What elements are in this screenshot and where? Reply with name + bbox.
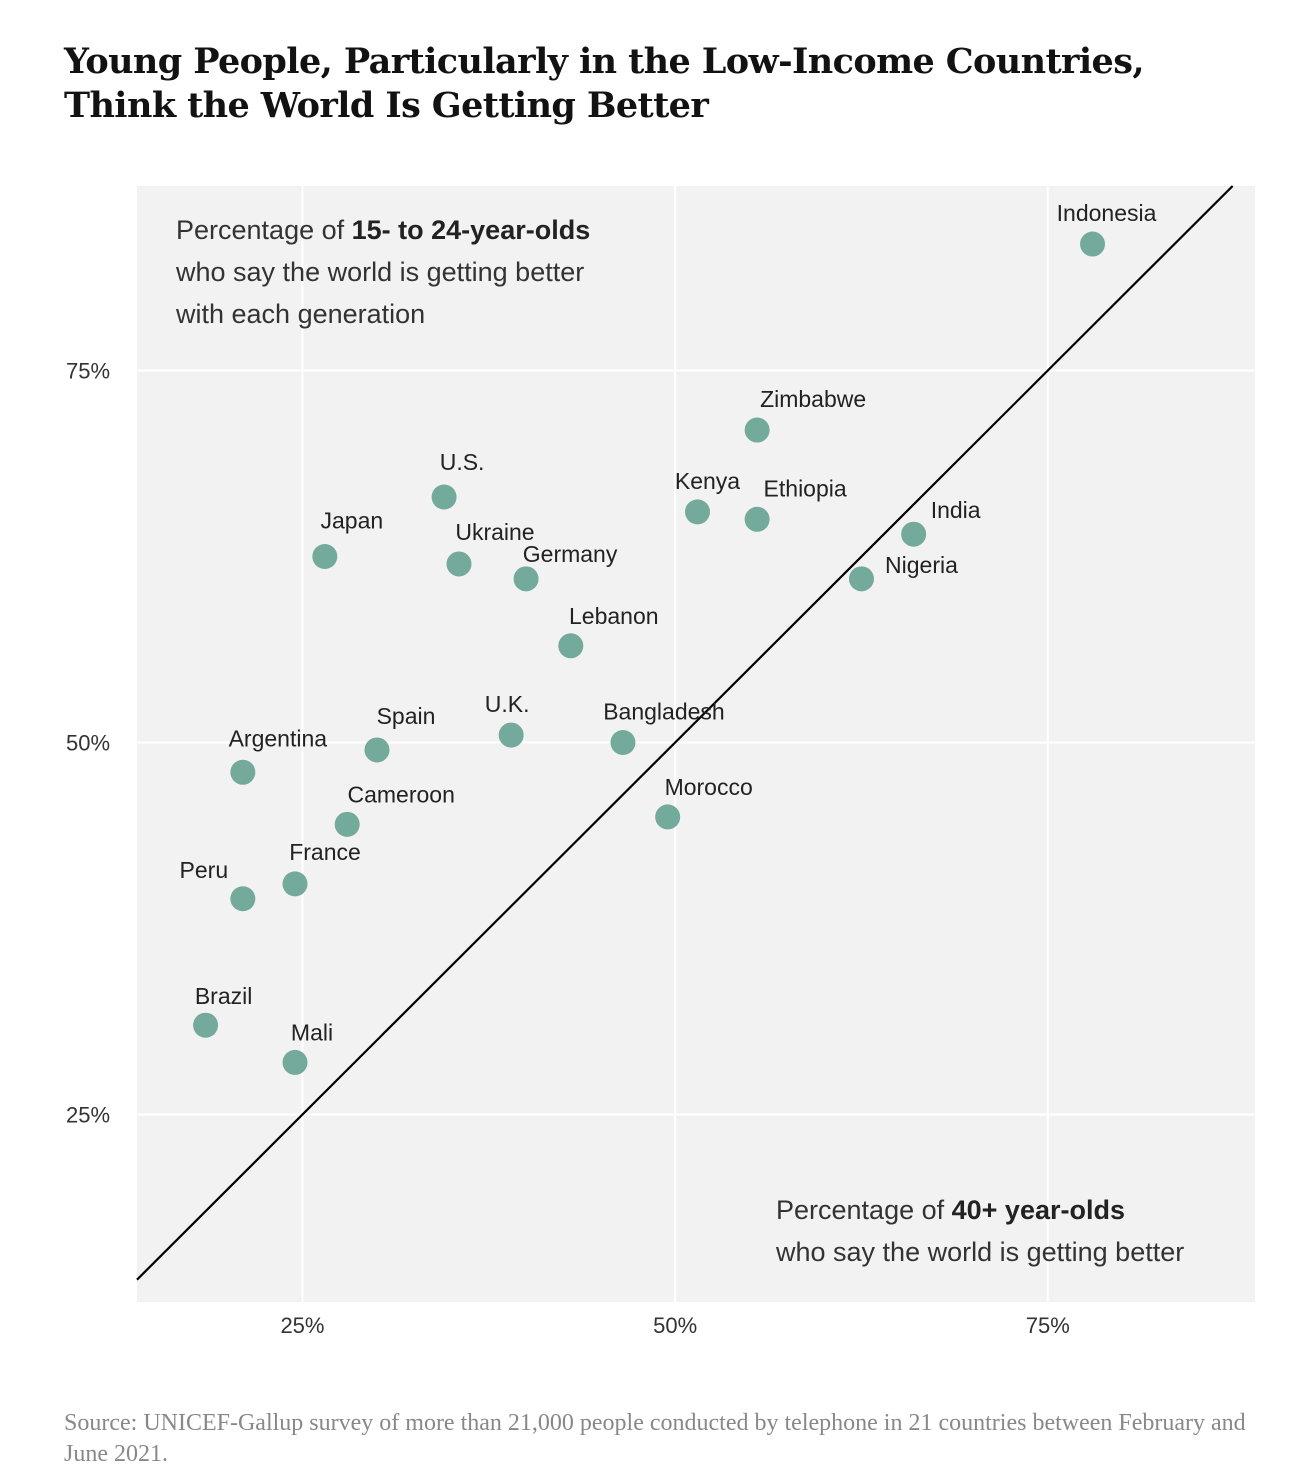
- point-label: Argentina: [229, 725, 328, 751]
- data-point: [230, 886, 256, 912]
- point-label: Bangladesh: [603, 699, 725, 725]
- y-annotation-line2: who say the world is getting better: [175, 257, 584, 287]
- data-point: [655, 804, 681, 830]
- data-point: [744, 506, 770, 532]
- point-label: India: [931, 497, 981, 523]
- point-label: Cameroon: [347, 781, 454, 807]
- data-point: [513, 566, 539, 592]
- data-point: [684, 499, 710, 525]
- x-tick-label: 75%: [1026, 1313, 1070, 1338]
- plot-background: [137, 186, 1255, 1302]
- point-label: Indonesia: [1057, 200, 1157, 226]
- point-label: Nigeria: [885, 552, 958, 578]
- point-label: Japan: [320, 508, 383, 534]
- data-point: [431, 484, 457, 510]
- x-annotation-line2: who say the world is getting better: [775, 1237, 1184, 1267]
- point-label: Peru: [180, 857, 229, 883]
- y-annotation-line3: with each generation: [175, 299, 425, 329]
- data-point: [498, 722, 524, 748]
- y-tick-label: 25%: [66, 1103, 110, 1128]
- point-label: Brazil: [195, 983, 253, 1009]
- data-point: [558, 633, 584, 659]
- data-point: [193, 1012, 219, 1038]
- y-axis-annotation: Percentage of 15- to 24-year-olds who sa…: [175, 215, 598, 329]
- data-point: [230, 759, 256, 785]
- source-note: Source: UNICEF-Gallup survey of more tha…: [64, 1410, 1246, 1467]
- data-point: [1080, 231, 1106, 257]
- x-tick-label: 50%: [653, 1313, 697, 1338]
- point-label: Spain: [377, 703, 436, 729]
- point-label: Ethiopia: [764, 475, 847, 501]
- y-tick-label: 75%: [66, 359, 110, 384]
- x-annotation-bold: 40+ year-olds: [952, 1195, 1125, 1225]
- y-annotation-bold: 15- to 24-year-olds: [352, 215, 591, 245]
- point-label: U.S.: [440, 449, 485, 475]
- data-point: [282, 871, 308, 897]
- y-tick-label: 50%: [66, 731, 110, 756]
- parity-diagonal-line: [136, 185, 1234, 1281]
- data-point: [744, 417, 770, 443]
- data-point: [446, 551, 472, 577]
- data-points: Indonesia Zimbabwe U.S. Kenya Ethiopia Japan I…: [180, 200, 1157, 1075]
- point-label: France: [289, 839, 361, 865]
- data-point: [364, 737, 390, 763]
- data-point: [312, 544, 338, 570]
- chart-title: Young People, Particularly in the Low-In…: [64, 41, 1145, 126]
- data-point: [901, 521, 927, 547]
- data-point: [610, 730, 636, 756]
- point-label: Germany: [523, 541, 618, 567]
- point-label: Lebanon: [569, 603, 659, 629]
- x-axis-ticks: 25% 50% 75%: [280, 1313, 1069, 1338]
- data-point: [334, 811, 360, 837]
- point-label: Zimbabwe: [760, 386, 866, 412]
- data-point: [848, 566, 874, 592]
- data-point: [282, 1049, 308, 1075]
- y-axis-ticks: 25% 50% 75%: [66, 359, 110, 1128]
- point-label: Kenya: [675, 468, 740, 494]
- x-axis-annotation: Percentage of 40+ year-olds who say the …: [775, 1195, 1184, 1267]
- point-label: Ukraine: [455, 519, 534, 545]
- parity-line: [136, 185, 1234, 1281]
- x-annotation-prefix: Percentage of: [776, 1195, 952, 1225]
- y-annotation-prefix: Percentage of: [176, 215, 352, 245]
- point-label: Mali: [291, 1019, 333, 1045]
- point-label: Morocco: [665, 774, 753, 800]
- x-tick-label: 25%: [280, 1313, 324, 1338]
- point-label: U.K.: [485, 691, 530, 717]
